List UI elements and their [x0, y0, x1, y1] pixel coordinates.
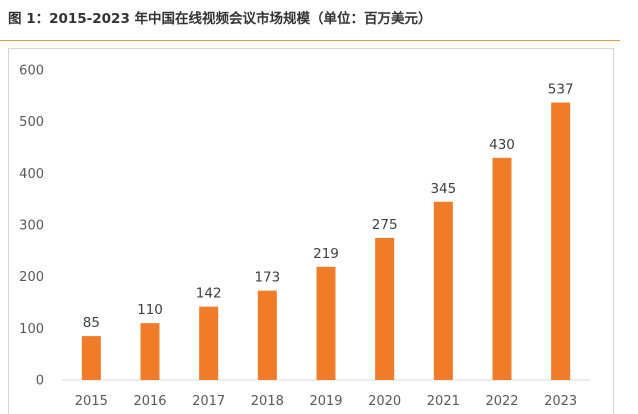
- data-label-2016: 110: [137, 302, 163, 318]
- bar-2022: [492, 157, 512, 380]
- data-label-2021: 345: [430, 181, 456, 197]
- x-tick-label-2018: 2018: [251, 394, 284, 409]
- y-tick-label: 300: [19, 219, 44, 234]
- chart-frame: [8, 48, 614, 414]
- data-label-2020: 275: [372, 217, 398, 233]
- bar-2023: [551, 102, 571, 381]
- bar-2018: [257, 290, 277, 380]
- x-axis-tick-labels: 2015 2016 2017 2018 2019 2020 2021 2022 2023: [75, 394, 577, 409]
- y-tick-label: 400: [19, 167, 44, 182]
- x-tick-label-2021: 2021: [427, 394, 460, 409]
- data-label-2017: 142: [196, 286, 222, 302]
- y-axis-tick-labels: 0 100 200 300 400 500 600: [19, 64, 44, 389]
- data-label-2022: 430: [489, 137, 515, 153]
- x-tick-label-2017: 2017: [192, 394, 225, 409]
- y-tick-label: 0: [36, 374, 44, 389]
- bars: [81, 102, 571, 381]
- y-tick-label: 600: [19, 64, 44, 79]
- data-labels: 85 110 142 173 219 275 345 430 537: [83, 82, 574, 332]
- x-tick-label-2022: 2022: [485, 394, 518, 409]
- x-tick-label-2023: 2023: [544, 394, 577, 409]
- bar-2020: [375, 237, 395, 380]
- bar-2017: [199, 306, 219, 380]
- bar-2015: [81, 336, 101, 380]
- bar-2019: [316, 266, 336, 380]
- data-label-2015: 85: [83, 315, 100, 331]
- y-tick-label: 100: [19, 322, 44, 337]
- figure-title: 图 1：2015-2023 年中国在线视频会议市场规模（单位：百万美元）: [8, 11, 432, 27]
- x-tick-label-2015: 2015: [75, 394, 108, 409]
- y-tick-label: 500: [19, 115, 44, 130]
- x-tick-label-2016: 2016: [133, 394, 166, 409]
- bar-2021: [433, 201, 453, 380]
- title-rule: [0, 40, 620, 41]
- x-tick-label-2019: 2019: [309, 394, 342, 409]
- data-label-2018: 173: [254, 270, 280, 286]
- bar-2016: [140, 323, 160, 380]
- data-label-2019: 219: [313, 246, 339, 262]
- data-label-2023: 537: [548, 82, 574, 98]
- y-tick-label: 200: [19, 270, 44, 285]
- x-tick-label-2020: 2020: [368, 394, 401, 409]
